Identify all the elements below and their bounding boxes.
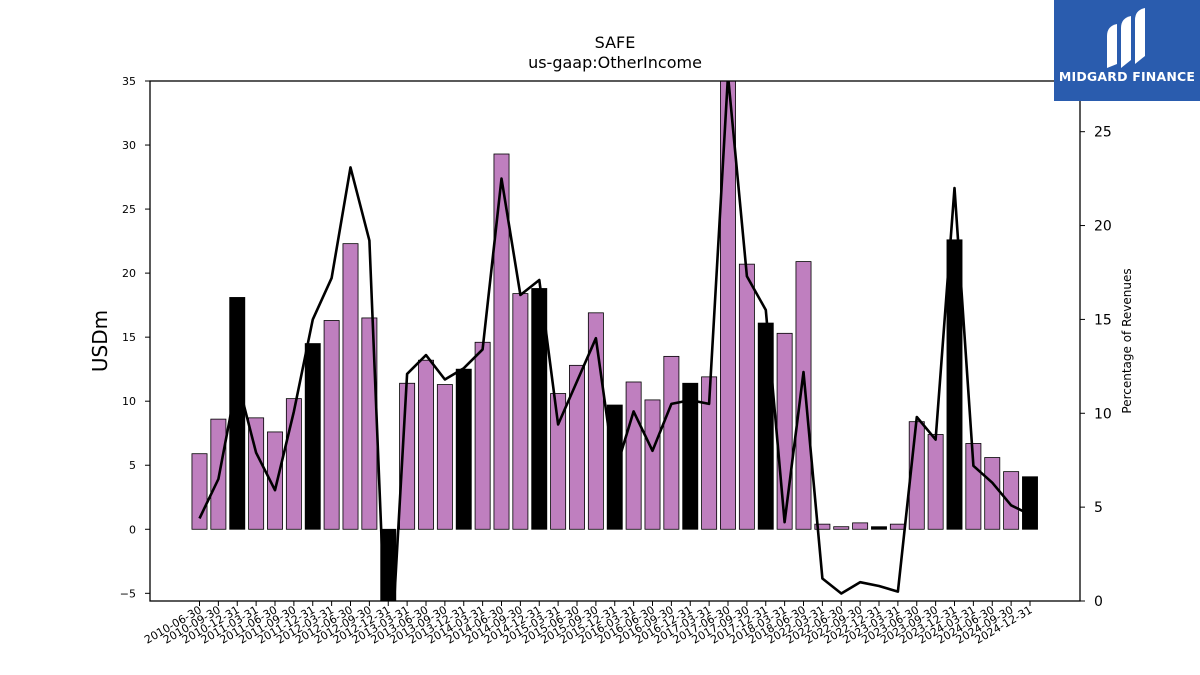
y-tick-label: 0 [129,523,136,536]
y2-axis-label: Percentage of Revenues [1120,268,1134,413]
y-tick-label: 35 [122,75,136,88]
bar-2017-09-30 [738,263,755,530]
bar-2022-09-30 [852,522,869,530]
percentage-line [198,81,1031,601]
y-tick-label: 10 [122,395,136,408]
bar-2013-06-30 [418,359,434,530]
bar-2014-06-30 [493,153,510,530]
bar-2011-12-31 [304,343,321,530]
bar-2017-12-31 [757,322,774,530]
y-axis-left: −5 0 5 10 15 20 25 30 35 [120,75,150,600]
bar-2011-03-31 [248,417,265,530]
y2-tick-label: 0 [1094,594,1103,610]
bar-2024-06-30 [984,457,1001,530]
bar-2012-06-30 [342,243,359,530]
bar-2012-03-31 [323,320,340,530]
y2-tick-label: 20 [1094,219,1112,235]
bar-2014-03-31 [474,341,491,530]
y-tick-label: 5 [129,459,136,472]
y-tick-label: 30 [122,139,136,152]
bar-2023-03-31 [889,523,906,530]
bar-2016-06-30 [644,399,661,530]
y2-tick-label: 15 [1094,312,1112,328]
bar-2016-12-31 [682,382,699,530]
bar-2017-03-31 [701,376,718,530]
y2-tick-label: 10 [1094,406,1112,422]
x-axis: 2010-06-302010-09-302010-12-312011-03-31… [142,601,1035,647]
bar-2015-06-30 [569,364,585,530]
bar-2017-06-30 [720,81,736,530]
brand-name: MIDGARD FINANCE [1058,69,1196,84]
bar-2013-09-30 [436,384,453,530]
y-axis-label: USDm [88,310,112,372]
y-tick-label: 15 [122,331,136,344]
bar-2016-09-30 [663,355,680,530]
chart-subtitle: us-gaap:OtherIncome [528,53,702,72]
bar-2022-06-30 [833,526,850,530]
y-tick-label: 20 [122,267,136,280]
bar-2023-12-31 [946,239,963,530]
bar-2018-03-31 [776,332,793,530]
bar-2022-03-31 [814,523,831,530]
bar-2023-09-30 [927,434,944,530]
y2-tick-label: 25 [1094,125,1112,141]
bar-2016-03-31 [625,381,642,530]
bar-2024-12-31 [1022,476,1038,530]
y-tick-label: −5 [120,587,136,600]
chart-title: SAFE [595,33,636,52]
brand-logo: MIDGARD FINANCE [1054,0,1200,101]
bar-2015-03-31 [550,393,567,530]
y-axis-right: 0 5 10 15 20 25 [1080,125,1112,610]
y-tick-label: 25 [122,203,136,216]
line-series [198,81,1031,601]
bar-2013-12-31 [455,368,472,530]
midgard-logo-icon [1107,8,1145,68]
bar-2022-12-31 [871,526,887,530]
bar-2011-09-30 [285,398,302,530]
bar-2024-09-30 [1003,471,1020,530]
bar-2014-09-30 [512,293,529,530]
bar-series [191,81,1038,601]
y2-tick-label: 5 [1094,500,1103,516]
bar-2018-06-30 [795,261,812,530]
bar-2011-06-30 [267,431,283,530]
bar-2024-03-31 [965,443,982,530]
